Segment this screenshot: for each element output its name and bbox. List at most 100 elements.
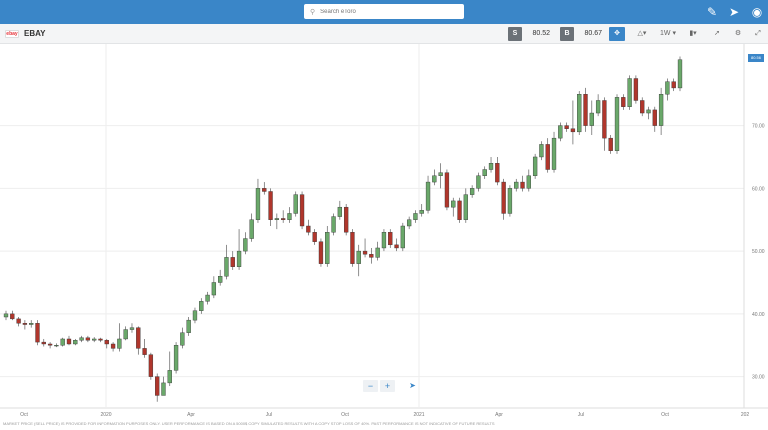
x-tick-label: Oct [341, 412, 349, 418]
candle-body [92, 338, 97, 341]
candle-body [41, 341, 46, 345]
buy-button[interactable]: B [560, 27, 574, 41]
candle-body [29, 323, 34, 325]
search-icon: ⚲ [310, 8, 316, 16]
candle-body [526, 175, 531, 189]
candle-style-button[interactable]: ▮▾ [683, 27, 703, 41]
x-tick-label: Jul [578, 412, 584, 418]
trendline-icon: ➚ [714, 30, 720, 37]
x-tick-label: Jul [266, 412, 272, 418]
candle-body [337, 206, 343, 217]
instrument-symbol: EBAY [24, 29, 46, 38]
candle-body [495, 163, 500, 183]
crosshair-icon: ✥ [614, 30, 620, 37]
candle-body [79, 337, 84, 341]
candle-body [501, 181, 506, 214]
pencil-icon[interactable]: ✎ [706, 5, 718, 19]
candle-body [400, 225, 405, 249]
candle-body [633, 78, 639, 101]
candle-body [545, 144, 550, 170]
candle-body [155, 376, 160, 396]
candle-body [35, 323, 40, 343]
candle-body [520, 181, 525, 189]
candle-body [161, 382, 166, 396]
settings-button[interactable]: ⚙ [731, 27, 745, 41]
candle-body [406, 219, 412, 227]
x-tick-label: Oct [20, 412, 28, 418]
candle-body [658, 94, 664, 126]
candle-body [614, 97, 620, 151]
candle-body [47, 343, 53, 346]
candle-body [10, 313, 15, 320]
bull-icon[interactable]: ◉ [751, 5, 763, 19]
zoom-out-button[interactable]: − [363, 380, 378, 392]
candle-body [192, 310, 198, 321]
candle-body [325, 232, 330, 264]
candle-body [287, 213, 292, 220]
candle-body [514, 181, 519, 189]
candle-body [136, 327, 141, 349]
candle-body [268, 191, 273, 220]
chart-type-button[interactable]: △▾ [632, 27, 652, 41]
candle-body [249, 219, 254, 239]
candle-body [438, 172, 443, 176]
price-chart[interactable]: 30.00 40.00 50.00 60.00 70.00 Oct 2020 Apr Jul Oc… [0, 44, 768, 420]
candle-body [167, 370, 172, 384]
candle-body [104, 340, 109, 345]
candle-body [369, 254, 374, 258]
candle-body [388, 232, 393, 246]
candle-body [117, 338, 122, 349]
candle-body [432, 175, 437, 183]
candle-body [665, 81, 670, 95]
timeframe-label: 1W [660, 30, 671, 37]
x-tick-label: 2021 [413, 412, 424, 418]
x-tick-label: Apr [495, 412, 503, 418]
candle-body [425, 181, 431, 211]
chart-type-icon: △▾ [637, 30, 647, 37]
candle-body [362, 250, 368, 255]
draw-tool-button[interactable]: ➚ [710, 27, 724, 41]
y-tick-label: 50.00 [752, 249, 765, 255]
fullscreen-button[interactable]: ⤢ [751, 27, 765, 41]
candle-body [583, 94, 588, 126]
candle-body [123, 329, 128, 340]
buy-price: 80.67 [584, 30, 602, 37]
search-input[interactable] [320, 8, 441, 15]
share-icon[interactable]: ➤ [728, 5, 740, 19]
candle-body [54, 345, 59, 347]
candle-body [211, 282, 217, 296]
candle-body [463, 194, 468, 220]
candle-body [148, 354, 154, 377]
crosshair-tool-button[interactable]: ✥ [609, 27, 625, 41]
candle-body [293, 194, 298, 214]
sell-button[interactable]: S [508, 27, 522, 41]
candle-body [218, 276, 223, 283]
search-box[interactable]: ⚲ [304, 4, 464, 19]
chart-share-icon[interactable]: ➤ [409, 381, 416, 390]
candle-body [331, 216, 336, 233]
top-bar: ⚲ ✎ ➤ ◉ [0, 0, 768, 24]
candle-body [608, 137, 613, 151]
candle-body [243, 238, 248, 252]
candle-body [419, 210, 424, 214]
zoom-in-button[interactable]: + [380, 380, 395, 392]
candle-body [621, 97, 626, 107]
candle-body [173, 345, 179, 371]
candle-body [186, 319, 191, 333]
candle-body [306, 225, 311, 233]
timeframe-button[interactable]: 1W ▾ [660, 30, 676, 37]
candle-body [627, 78, 632, 107]
x-tick-label: Oct [661, 412, 669, 418]
candle-body [671, 81, 676, 89]
candle-body [564, 125, 569, 129]
candle-body [73, 340, 78, 345]
candle-body [469, 188, 475, 195]
ebay-logo: ebay [5, 30, 19, 38]
gear-icon: ⚙ [734, 30, 742, 37]
candle-body [677, 59, 683, 89]
x-tick-label: Apr [187, 412, 195, 418]
candle-body [451, 200, 456, 208]
disclaimer: MARKET PRICE (SELL PRICE) IS PROVIDED FO… [3, 421, 495, 426]
x-tick-label: 202 [741, 412, 750, 418]
candle-body [551, 137, 557, 170]
